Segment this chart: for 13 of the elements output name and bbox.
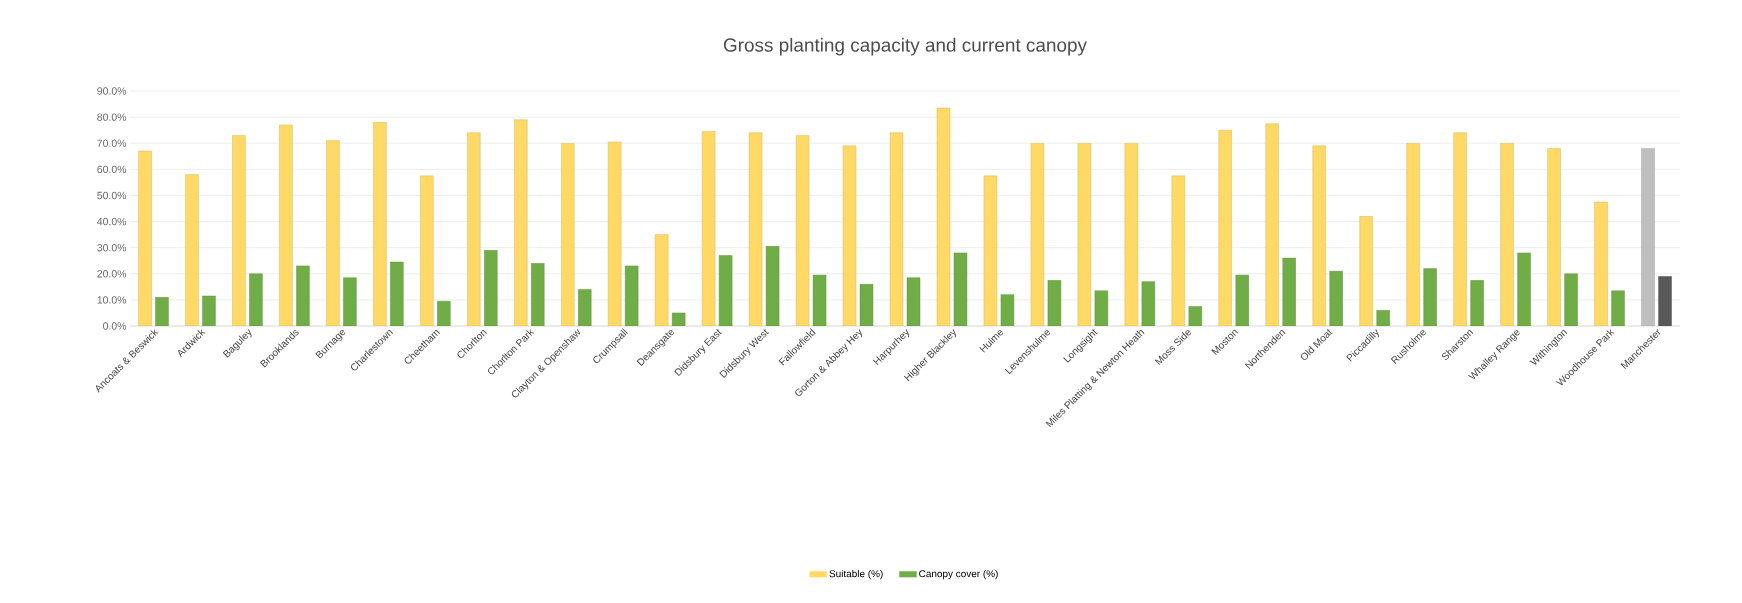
y-tick-label: 60.0% <box>97 165 127 174</box>
y-tick-label: 50.0% <box>97 191 127 200</box>
y-tick-label: 70.0% <box>97 139 127 147</box>
y-tick-label: 40.0% <box>97 217 127 226</box>
y-tick-label: 0.0% <box>103 322 127 330</box>
y-tick-label: 10.0% <box>97 296 127 304</box>
y-tick-label: 90.0% <box>97 87 127 95</box>
legend-label: Canopy cover (%) <box>919 569 998 580</box>
legend-label: Suitable (%) <box>829 569 883 580</box>
y-tick-label: 80.0% <box>97 113 127 121</box>
chart-title: Gross planting capacity and current canopy <box>723 37 1087 56</box>
y-tick-label: 30.0% <box>97 243 127 252</box>
y-tick-label: 20.0% <box>97 270 127 278</box>
